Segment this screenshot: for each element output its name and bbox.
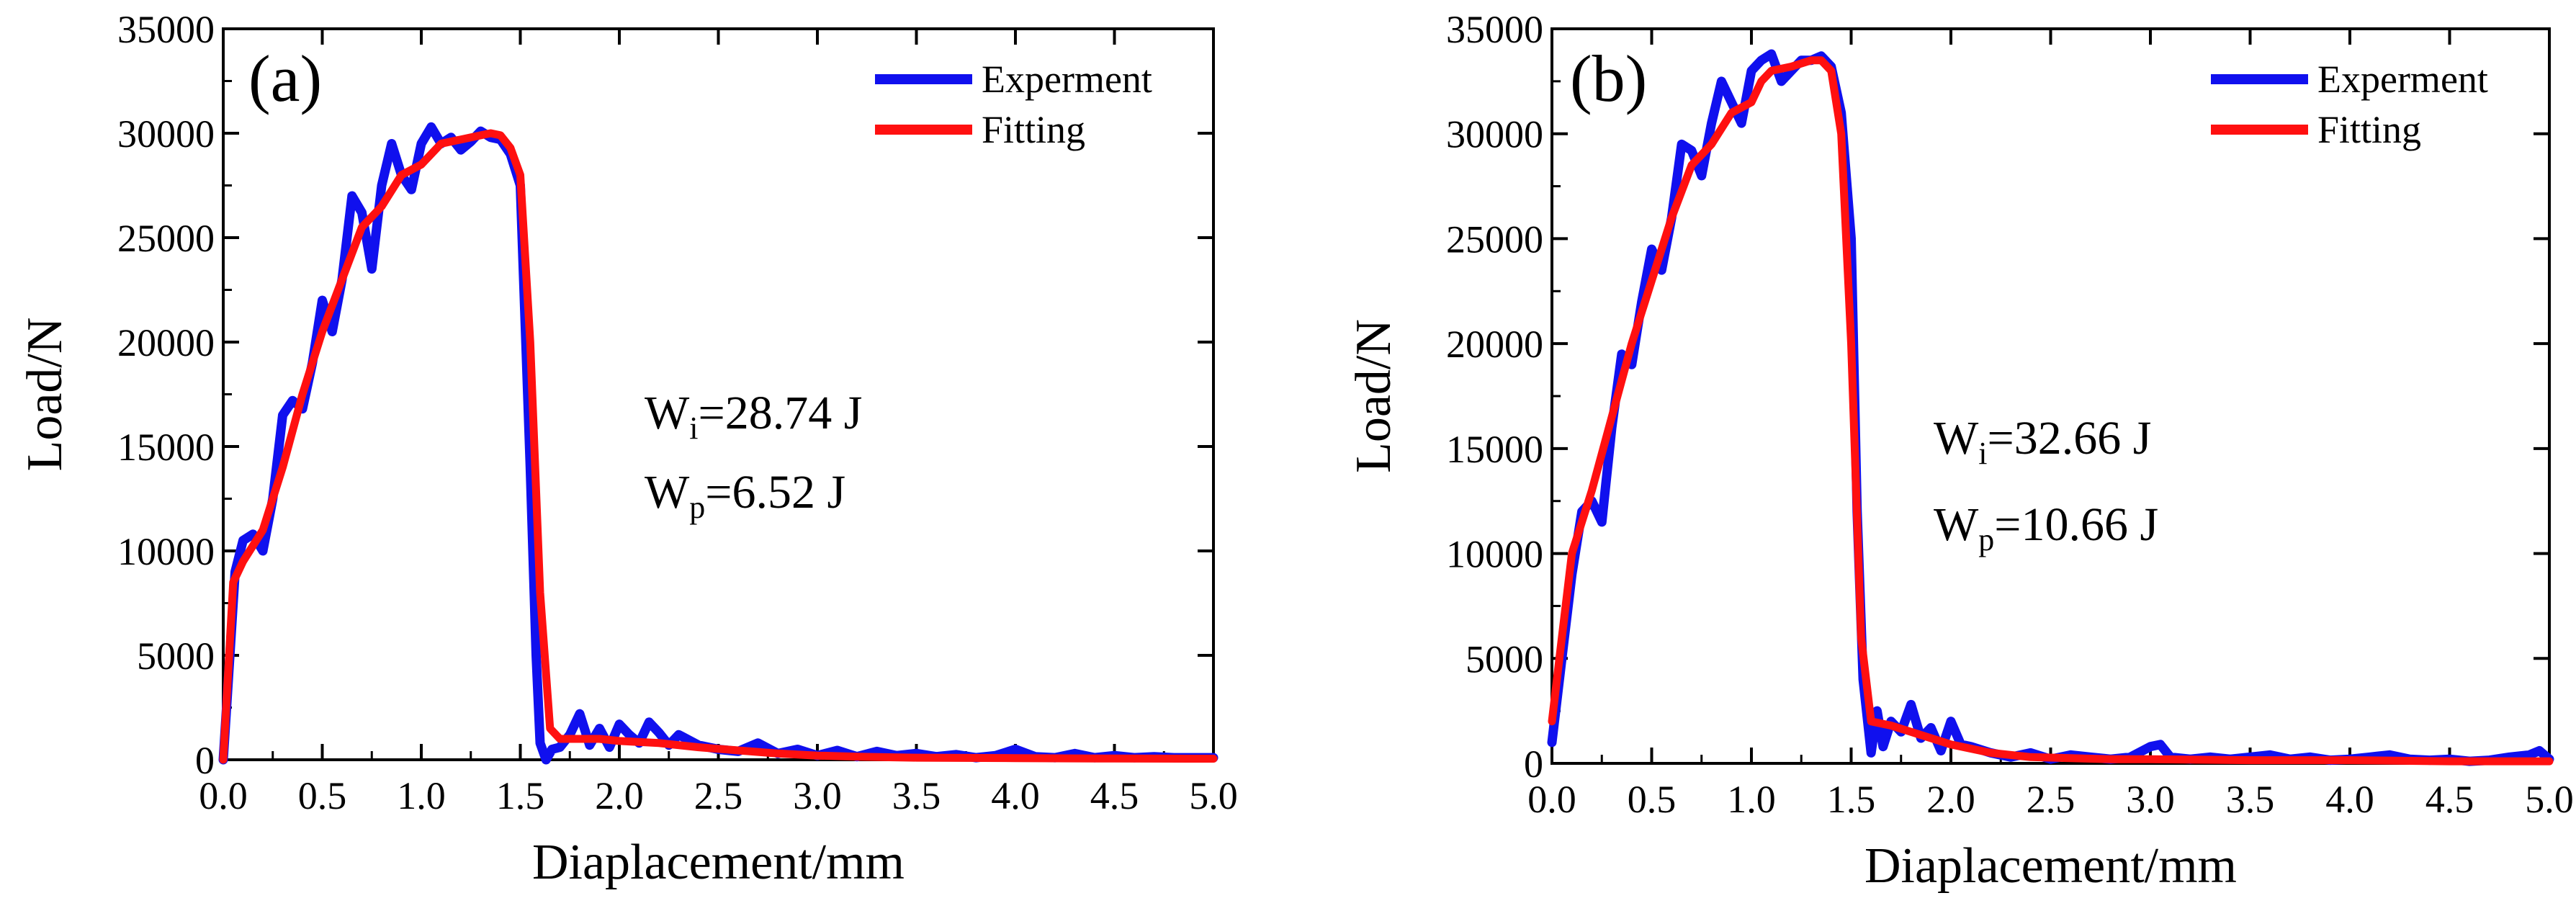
annotation-wp-sub: p <box>689 490 705 525</box>
annotation-wi: Wi=28.74 J <box>645 387 862 446</box>
annotation-wp: Wp=10.66 J <box>1934 498 2158 557</box>
y-tick-label: 15000 <box>1446 428 1543 471</box>
x-tick-label: 4.5 <box>1090 774 1139 817</box>
panel-label: (b) <box>1570 42 1647 115</box>
y-tick-label: 15000 <box>117 426 215 469</box>
x-tick-labels: 0.0 0.5 1.0 1.5 2.0 2.5 3.0 3.5 4.0 4.5 5.0 <box>1527 778 2574 821</box>
series-line-fitting <box>1548 56 2554 766</box>
axis-ticks <box>1550 27 2551 765</box>
x-tick-label: 0.0 <box>1527 778 1576 821</box>
annotation-wi: Wi=32.66 J <box>1934 412 2151 471</box>
annotation-wi-prefix: W <box>645 387 690 439</box>
y-tick-label: 5000 <box>137 634 215 678</box>
y-tick-labels: 0 5000 10000 15000 20000 25000 30000 35000 <box>1446 8 1543 786</box>
annotation-wi-sub: i <box>1978 436 1987 471</box>
legend: Experment Fitting <box>875 58 1152 151</box>
legend-label-fitting: Fitting <box>2317 108 2421 151</box>
annotation-wp-prefix: W <box>645 466 690 519</box>
y-tick-label: 35000 <box>1446 8 1543 51</box>
annotation-wi-value: =28.74 J <box>699 387 863 439</box>
annotation-wi-value: =32.66 J <box>1988 412 2152 465</box>
y-tick-label: 20000 <box>1446 323 1543 366</box>
x-axis-label: Diaplacement/mm <box>1864 838 2237 894</box>
x-tick-label: 2.0 <box>595 774 644 817</box>
annotation-wi-prefix: W <box>1934 412 1979 465</box>
x-tick-label: 3.5 <box>2226 778 2275 821</box>
x-tick-label: 3.0 <box>2126 778 2175 821</box>
x-tick-label: 2.5 <box>694 774 743 817</box>
annotation-wp-sub: p <box>1978 522 1994 557</box>
annotation-wp-value: =6.52 J <box>705 466 845 519</box>
y-axis-label: Load/N <box>1346 319 1401 473</box>
y-tick-label: 10000 <box>1446 533 1543 576</box>
annotation-wp-value: =10.66 J <box>1994 498 2158 551</box>
x-tick-label: 1.0 <box>1727 778 1776 821</box>
x-axis-label: Diaplacement/mm <box>532 835 905 890</box>
series-group <box>218 122 1219 765</box>
x-tick-label: 2.5 <box>2027 778 2075 821</box>
x-tick-label: 1.5 <box>1827 778 1876 821</box>
annotation-wp-prefix: W <box>1934 498 1979 551</box>
legend-label-fitting: Fitting <box>982 108 1085 151</box>
annotation-wi-sub: i <box>689 410 698 446</box>
x-tick-label: 5.0 <box>1189 774 1238 817</box>
y-axis-label: Load/N <box>17 318 73 472</box>
x-tick-label: 4.5 <box>2425 778 2474 821</box>
panel-label: (a) <box>248 42 322 115</box>
y-tick-label: 10000 <box>117 530 215 573</box>
series-group <box>1547 49 2554 766</box>
y-tick-label: 25000 <box>1446 217 1543 261</box>
annotation-wp: Wp=6.52 J <box>645 466 845 525</box>
y-tick-label: 20000 <box>117 321 215 364</box>
y-tick-label: 5000 <box>1466 637 1543 681</box>
legend: Experment Fitting <box>2211 58 2488 151</box>
y-tick-label: 25000 <box>117 217 215 260</box>
series-line-fitting <box>219 129 1218 764</box>
chart-panel-a: 0.0 0.5 1.0 1.5 2.0 2.5 3.0 3.5 4.0 4.5 5.0 0 5000 1… <box>17 8 1238 890</box>
x-tick-label: 4.0 <box>2325 778 2374 821</box>
x-tick-label: 0.0 <box>199 774 248 817</box>
x-tick-label: 4.0 <box>991 774 1040 817</box>
x-tick-label: 0.5 <box>1628 778 1677 821</box>
x-tick-label: 1.5 <box>496 774 545 817</box>
x-tick-label: 3.0 <box>793 774 842 817</box>
x-tick-label: 2.0 <box>1926 778 1975 821</box>
y-tick-label: 0 <box>1524 742 1543 786</box>
x-tick-label: 1.0 <box>397 774 446 817</box>
y-tick-labels: 0 5000 10000 15000 20000 25000 30000 35000 <box>117 8 215 782</box>
x-tick-label: 3.5 <box>892 774 941 817</box>
x-tick-labels: 0.0 0.5 1.0 1.5 2.0 2.5 3.0 3.5 4.0 4.5 5.0 <box>199 774 1238 817</box>
x-tick-label: 5.0 <box>2525 778 2574 821</box>
y-tick-label: 30000 <box>117 112 215 156</box>
y-tick-label: 0 <box>195 739 215 782</box>
legend-label-experment: Experment <box>2317 58 2488 101</box>
y-tick-label: 35000 <box>117 8 215 51</box>
legend-label-experment: Experment <box>982 58 1152 101</box>
y-tick-label: 30000 <box>1446 113 1543 156</box>
x-tick-label: 0.5 <box>298 774 347 817</box>
chart-panel-b: 0.0 0.5 1.0 1.5 2.0 2.5 3.0 3.5 4.0 4.5 5.0 0 5000 1… <box>1346 8 2574 894</box>
